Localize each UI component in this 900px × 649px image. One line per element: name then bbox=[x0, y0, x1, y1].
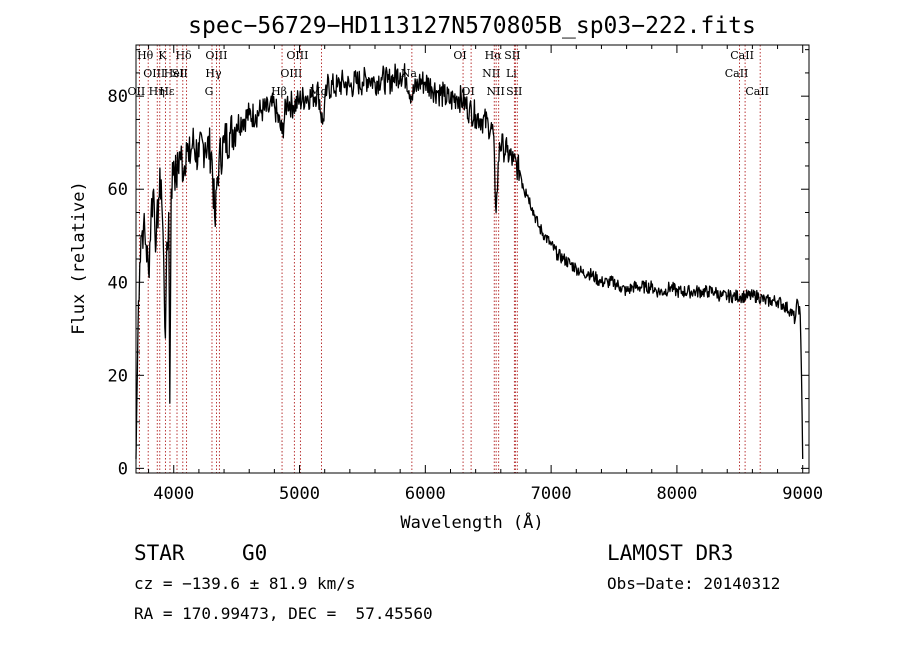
line-label-9: G bbox=[205, 85, 214, 98]
line-label-2: OIII bbox=[143, 67, 165, 80]
line-label-26: CaII bbox=[730, 49, 754, 62]
x-tick-label-3: 7000 bbox=[531, 484, 572, 504]
object-class: STAR bbox=[134, 541, 185, 565]
y-tick-label-0: 0 bbox=[118, 459, 128, 479]
line-label-1: Hθ bbox=[137, 49, 154, 62]
y-axis-ticks: 0 20 40 60 80 bbox=[108, 49, 809, 479]
line-label-6: HeI bbox=[164, 67, 184, 80]
line-label-13: OIII bbox=[280, 67, 302, 80]
line-label-21: NII bbox=[487, 85, 505, 98]
line-label-14: OIII bbox=[286, 49, 308, 62]
line-label-25: CaII bbox=[725, 67, 749, 80]
line-label-23: SII bbox=[504, 49, 520, 62]
y-tick-label-1: 20 bbox=[108, 366, 128, 386]
spectral-line-markers: OIIHθOIIIHηKHεHeIHδSIIGOIIIHγHβOIIIOIIIM… bbox=[128, 45, 769, 473]
y-tick-label-3: 60 bbox=[108, 180, 128, 200]
line-label-17: OI bbox=[453, 49, 466, 62]
line-label-5: Hε bbox=[159, 85, 175, 98]
observation-date: Obs−Date: 20140312 bbox=[607, 574, 781, 593]
line-label-12: Hβ bbox=[271, 85, 287, 98]
survey-name: LAMOST DR3 bbox=[607, 541, 734, 565]
line-label-8: SII bbox=[172, 67, 188, 80]
chart-title: spec−56729−HD113127N570805B_sp03−222.fit… bbox=[188, 13, 756, 39]
line-label-18: OI bbox=[461, 85, 474, 98]
x-tick-label-5: 9000 bbox=[782, 484, 823, 504]
line-label-20: Hα bbox=[485, 49, 503, 62]
y-axis-label: Flux (relative) bbox=[69, 181, 89, 335]
y-tick-label-2: 40 bbox=[108, 273, 128, 293]
x-tick-label-1: 5000 bbox=[279, 484, 320, 504]
x-tick-label-0: 4000 bbox=[153, 484, 194, 504]
line-label-3: Hη bbox=[149, 85, 165, 98]
object-subclass: G0 bbox=[242, 541, 268, 565]
line-label-22: Li bbox=[506, 67, 517, 80]
x-tick-label-4: 8000 bbox=[656, 484, 697, 504]
line-label-4: K bbox=[158, 49, 167, 62]
y-tick-label-4: 80 bbox=[108, 87, 128, 107]
x-tick-label-2: 6000 bbox=[405, 484, 446, 504]
plot-frame bbox=[135, 44, 810, 474]
redshift-velocity: cz = −139.6 ± 81.9 km/s bbox=[134, 574, 356, 593]
flux-series-line bbox=[135, 63, 804, 460]
line-label-24: SII bbox=[506, 85, 522, 98]
line-label-7: Hδ bbox=[175, 49, 192, 62]
coordinates: RA = 170.99473, DEC = 57.45560 bbox=[134, 604, 433, 623]
line-label-11: Hγ bbox=[205, 67, 222, 80]
line-label-27: CaII bbox=[745, 85, 769, 98]
x-axis-label: Wavelength (Å) bbox=[400, 511, 543, 533]
x-axis-ticks: 4000 5000 6000 7000 8000 9000 bbox=[148, 45, 823, 504]
line-label-16: Na bbox=[401, 67, 418, 80]
line-label-19: NII bbox=[482, 67, 500, 80]
